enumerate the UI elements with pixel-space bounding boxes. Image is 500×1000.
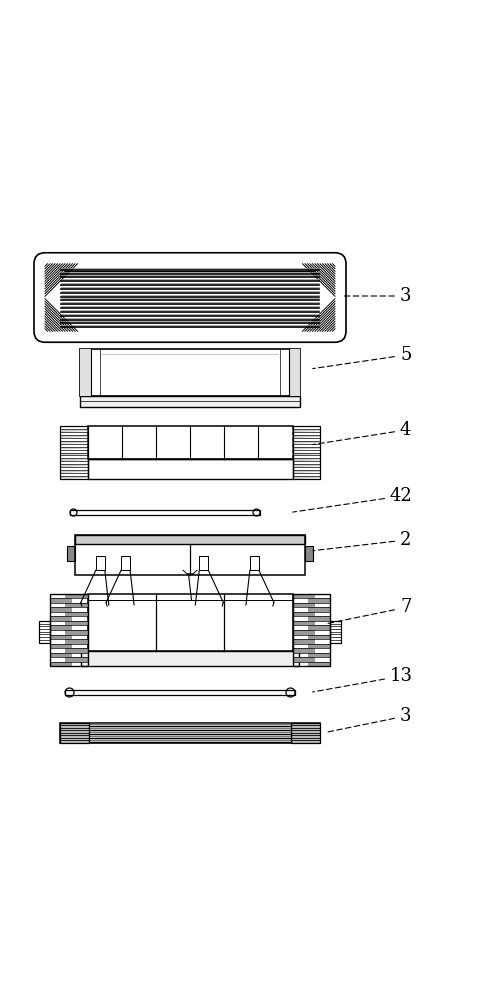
Bar [67,546,75,561]
Bar [80,349,300,396]
Polygon shape [308,662,330,666]
Polygon shape [292,603,315,607]
Polygon shape [65,630,88,635]
Polygon shape [65,603,88,607]
Bar [60,722,320,742]
Bar [80,396,300,407]
Bar [291,722,320,742]
Bar [289,349,300,396]
Bar [88,459,292,479]
Polygon shape [65,648,88,653]
Polygon shape [292,470,320,473]
Polygon shape [292,435,320,438]
Polygon shape [308,635,330,639]
Bar [88,426,292,459]
Polygon shape [292,612,315,616]
FancyBboxPatch shape [34,253,346,342]
Polygon shape [308,625,330,630]
Polygon shape [65,594,88,598]
Polygon shape [60,476,88,479]
Polygon shape [60,452,88,455]
Bar [250,556,259,570]
Bar [121,556,130,570]
Polygon shape [308,607,330,612]
Polygon shape [292,476,320,479]
Polygon shape [292,447,320,450]
Polygon shape [292,657,315,662]
Text: 42: 42 [292,487,413,512]
Text: 3: 3 [343,287,411,305]
Polygon shape [308,653,330,657]
Bar [60,722,89,742]
Bar [60,722,89,742]
Polygon shape [50,607,72,612]
Bar [70,510,260,515]
Bar [291,722,320,742]
Polygon shape [292,429,320,432]
Bar [330,621,341,643]
Bar [50,594,88,666]
Polygon shape [50,625,72,630]
Bar [305,546,313,561]
Bar [96,556,105,570]
Polygon shape [65,639,88,644]
Text: 13: 13 [312,667,413,692]
Polygon shape [60,435,88,438]
Bar [60,426,88,479]
Polygon shape [292,594,315,598]
Polygon shape [308,616,330,621]
Polygon shape [292,621,315,625]
Polygon shape [50,653,72,657]
Polygon shape [292,639,315,644]
Polygon shape [60,441,88,444]
Polygon shape [65,612,88,616]
Polygon shape [60,470,88,473]
Polygon shape [60,447,88,450]
Polygon shape [50,644,72,648]
Text: 7: 7 [328,598,411,623]
Polygon shape [65,657,88,662]
Polygon shape [308,644,330,648]
Polygon shape [292,441,320,444]
Polygon shape [308,598,330,603]
Bar [80,349,91,396]
Text: 2: 2 [313,531,412,551]
Polygon shape [292,464,320,467]
Bar [330,621,341,643]
Polygon shape [50,598,72,603]
Text: 3: 3 [328,707,411,732]
Polygon shape [50,635,72,639]
Polygon shape [292,452,320,455]
Bar [82,651,298,666]
Polygon shape [50,662,72,666]
Polygon shape [292,458,320,461]
Bar [88,594,292,651]
Polygon shape [60,464,88,467]
Bar [65,690,295,695]
Polygon shape [60,458,88,461]
Bar [292,426,320,479]
Polygon shape [60,429,88,432]
Bar [39,621,50,643]
Bar [75,535,305,575]
Bar [39,621,50,643]
Polygon shape [65,621,88,625]
Text: 5: 5 [313,346,412,369]
Bar [292,594,330,666]
Polygon shape [50,616,72,621]
Polygon shape [292,648,315,653]
Text: 4: 4 [312,421,412,445]
Bar [75,535,305,544]
Bar [200,556,208,570]
Polygon shape [292,630,315,635]
